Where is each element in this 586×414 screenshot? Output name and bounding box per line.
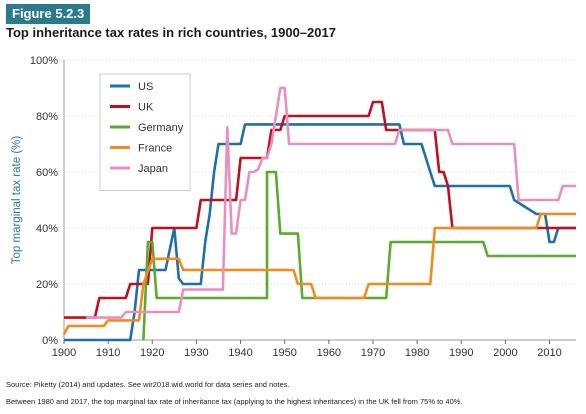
series-line-japan bbox=[86, 86, 576, 319]
legend-label: France bbox=[138, 143, 172, 155]
legend-label: UK bbox=[138, 102, 154, 114]
x-axis-ticks: 1900 1910 1920 1930 1940 1950 1960 1970 1980 1990… bbox=[52, 340, 562, 359]
grid-lines bbox=[63, 59, 576, 341]
series-line-germany bbox=[142, 170, 576, 341]
x-tick-label: 2010 bbox=[537, 347, 561, 359]
x-tick-label: 1950 bbox=[272, 347, 296, 359]
series-lines bbox=[62, 86, 576, 342]
chart-title: Top inheritance tax rates in rich countr… bbox=[6, 25, 336, 40]
y-tick-label: 100% bbox=[30, 55, 58, 67]
x-tick-label: 1910 bbox=[96, 347, 120, 359]
y-tick-label: 20% bbox=[36, 279, 58, 291]
series-line-france bbox=[62, 212, 576, 336]
x-tick-label: 1970 bbox=[361, 347, 385, 359]
figure-label: Figure 5.2.3 bbox=[6, 4, 91, 24]
series-line-uk bbox=[64, 100, 576, 319]
x-tick-label: 1940 bbox=[228, 347, 252, 359]
footnote: Between 1980 and 2017, the top marginal … bbox=[6, 397, 463, 406]
x-tick-label: 1930 bbox=[184, 347, 208, 359]
series-line-us bbox=[64, 123, 576, 342]
legend-label: Germany bbox=[138, 122, 184, 134]
x-tick-label: 1920 bbox=[140, 347, 164, 359]
legend-label: US bbox=[138, 81, 153, 93]
y-tick-label: 0% bbox=[42, 335, 58, 347]
legend-box bbox=[99, 73, 191, 191]
x-tick-label: 2000 bbox=[493, 347, 517, 359]
x-tick-label: 1960 bbox=[317, 347, 341, 359]
x-tick-label: 1900 bbox=[52, 347, 76, 359]
y-tick-label: 80% bbox=[36, 111, 58, 123]
x-tick-label: 1980 bbox=[405, 347, 429, 359]
x-tick-label: 1990 bbox=[449, 347, 473, 359]
y-axis-ticks: 0% 20% 40% 60% 80% 100% bbox=[30, 55, 58, 347]
source-note: Source: Piketty (2014) and updates. See … bbox=[6, 380, 290, 389]
legend-label: Japan bbox=[138, 163, 168, 175]
legend: US UK Germany France Japan bbox=[99, 73, 191, 191]
y-tick-label: 40% bbox=[36, 223, 58, 235]
y-axis-label: Top marginal tax rate (%) bbox=[11, 136, 23, 265]
y-tick-label: 60% bbox=[36, 167, 58, 179]
